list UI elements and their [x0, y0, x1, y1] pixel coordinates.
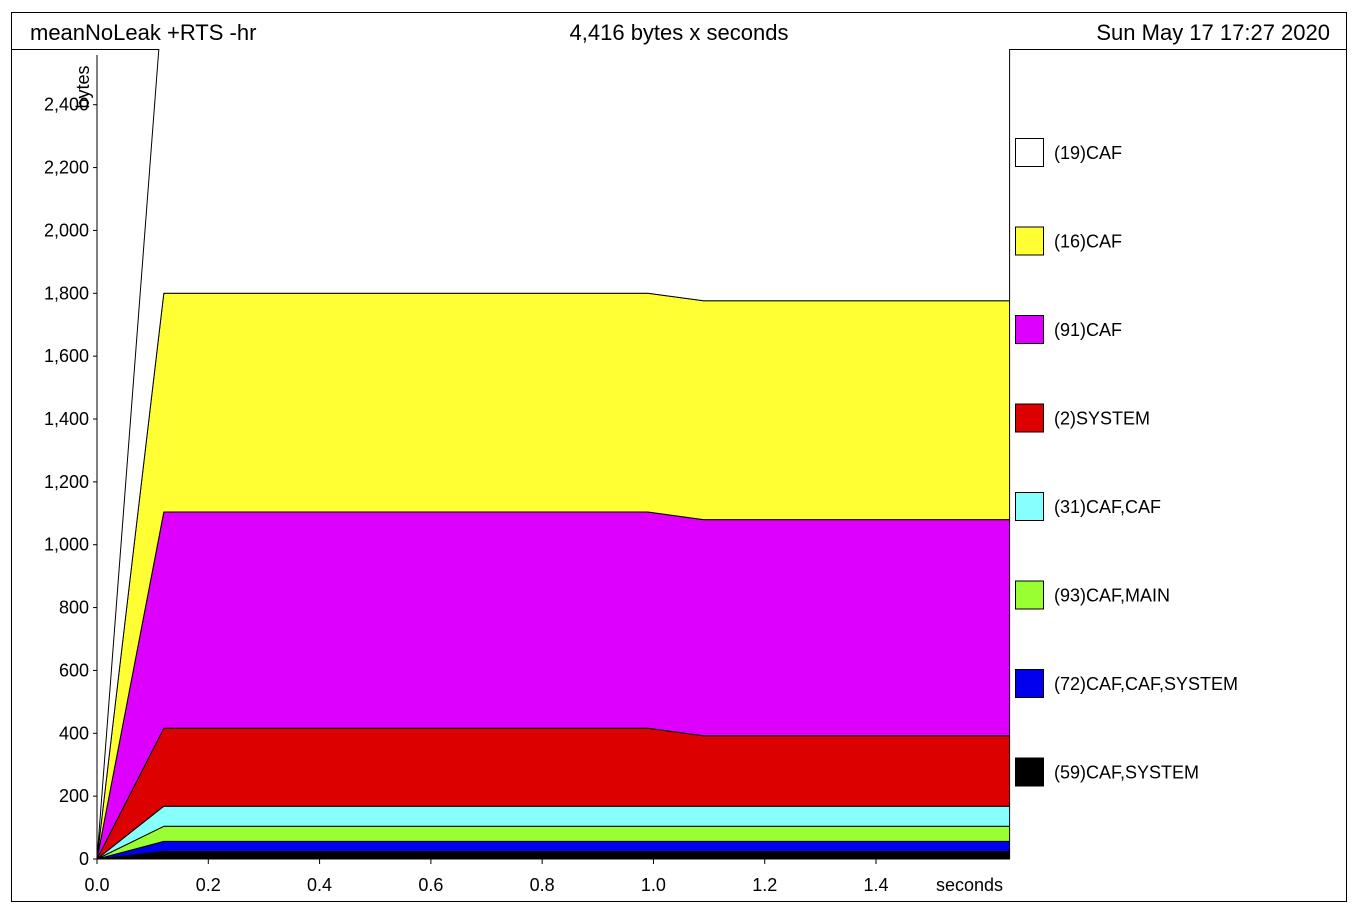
legend-swatch-7	[1015, 757, 1044, 787]
total-usage-label: 4,416 bytes x seconds	[569, 20, 789, 45]
area-series-0	[96, 851, 1011, 860]
x-tick-label-6: 1.2	[752, 875, 777, 895]
x-tick-label-3: 0.6	[418, 875, 443, 895]
legend-swatch-0	[1015, 138, 1044, 167]
legend-label-3: (2)SYSTEM	[1054, 409, 1150, 429]
legend-swatch-5	[1015, 580, 1044, 610]
y-tick-label-8: 1,600	[44, 346, 89, 366]
legend-label-1: (16)CAF	[1054, 232, 1122, 252]
x-tick-label-0: 0.0	[84, 875, 109, 895]
legend-label-0: (19)CAF	[1054, 143, 1122, 163]
x-tick-label-1: 0.2	[196, 875, 221, 895]
y-tick-label-6: 1,200	[44, 472, 89, 492]
legend: (19)CAF (16)CAF (91)CAF (2)SYSTEM (31)CAF,CA…	[1015, 138, 1238, 787]
legend-label-7: (59)CAF,SYSTEM	[1054, 763, 1199, 783]
run-date-label: Sun May 17 17:27 2020	[1096, 20, 1330, 45]
y-tick-label-4: 800	[59, 598, 89, 618]
legend-swatch-3	[1015, 403, 1044, 433]
y-tick-label-10: 2,000	[44, 220, 89, 240]
y-tick-label-11: 2,200	[44, 158, 89, 178]
area-layers	[96, 49, 1011, 860]
x-tick-label-4: 0.8	[530, 875, 555, 895]
chart-frame: 0 200 400 600 800 1,000 1,200 1,400 1,600 1,800 2,…	[11, 49, 1347, 902]
program-command-label: meanNoLeak +RTS -hr	[30, 20, 257, 45]
heap-profile-chart: 0 200 400 600 800 1,000 1,200 1,400 1,600 1,800 2,…	[44, 49, 1238, 895]
x-tick-label-7: 1.4	[864, 875, 889, 895]
legend-label-6: (72)CAF,CAF,SYSTEM	[1054, 674, 1238, 694]
y-axis-label: bytes	[73, 65, 93, 108]
legend-swatch-4	[1015, 492, 1044, 521]
y-tick-label-0: 0	[79, 849, 89, 869]
chart-header: 4,416 bytes x seconds meanNoLeak +RTS -h…	[11, 12, 1347, 50]
y-tick-label-3: 600	[59, 660, 89, 680]
legend-label-2: (91)CAF	[1054, 320, 1122, 340]
legend-swatch-1	[1015, 226, 1044, 256]
area-series-7	[96, 49, 1011, 860]
x-tick-label-2: 0.4	[307, 875, 332, 895]
legend-swatch-6	[1015, 669, 1044, 698]
legend-swatch-2	[1015, 315, 1044, 344]
x-axis-label: seconds	[936, 875, 1003, 895]
y-tick-label-9: 1,800	[44, 283, 89, 303]
y-tick-label-7: 1,400	[44, 409, 89, 429]
y-tick-label-5: 1,000	[44, 535, 89, 555]
y-tick-label-12: 2,400	[44, 95, 89, 115]
y-tick-label-2: 400	[59, 723, 89, 743]
legend-label-5: (93)CAF,MAIN	[1054, 586, 1170, 606]
legend-label-4: (31)CAF,CAF	[1054, 497, 1161, 517]
axes: 0 200 400 600 800 1,000 1,200 1,400 1,600 1,800 2,…	[44, 55, 1006, 895]
y-tick-label-1: 200	[59, 786, 89, 806]
x-tick-label-5: 1.0	[641, 875, 666, 895]
